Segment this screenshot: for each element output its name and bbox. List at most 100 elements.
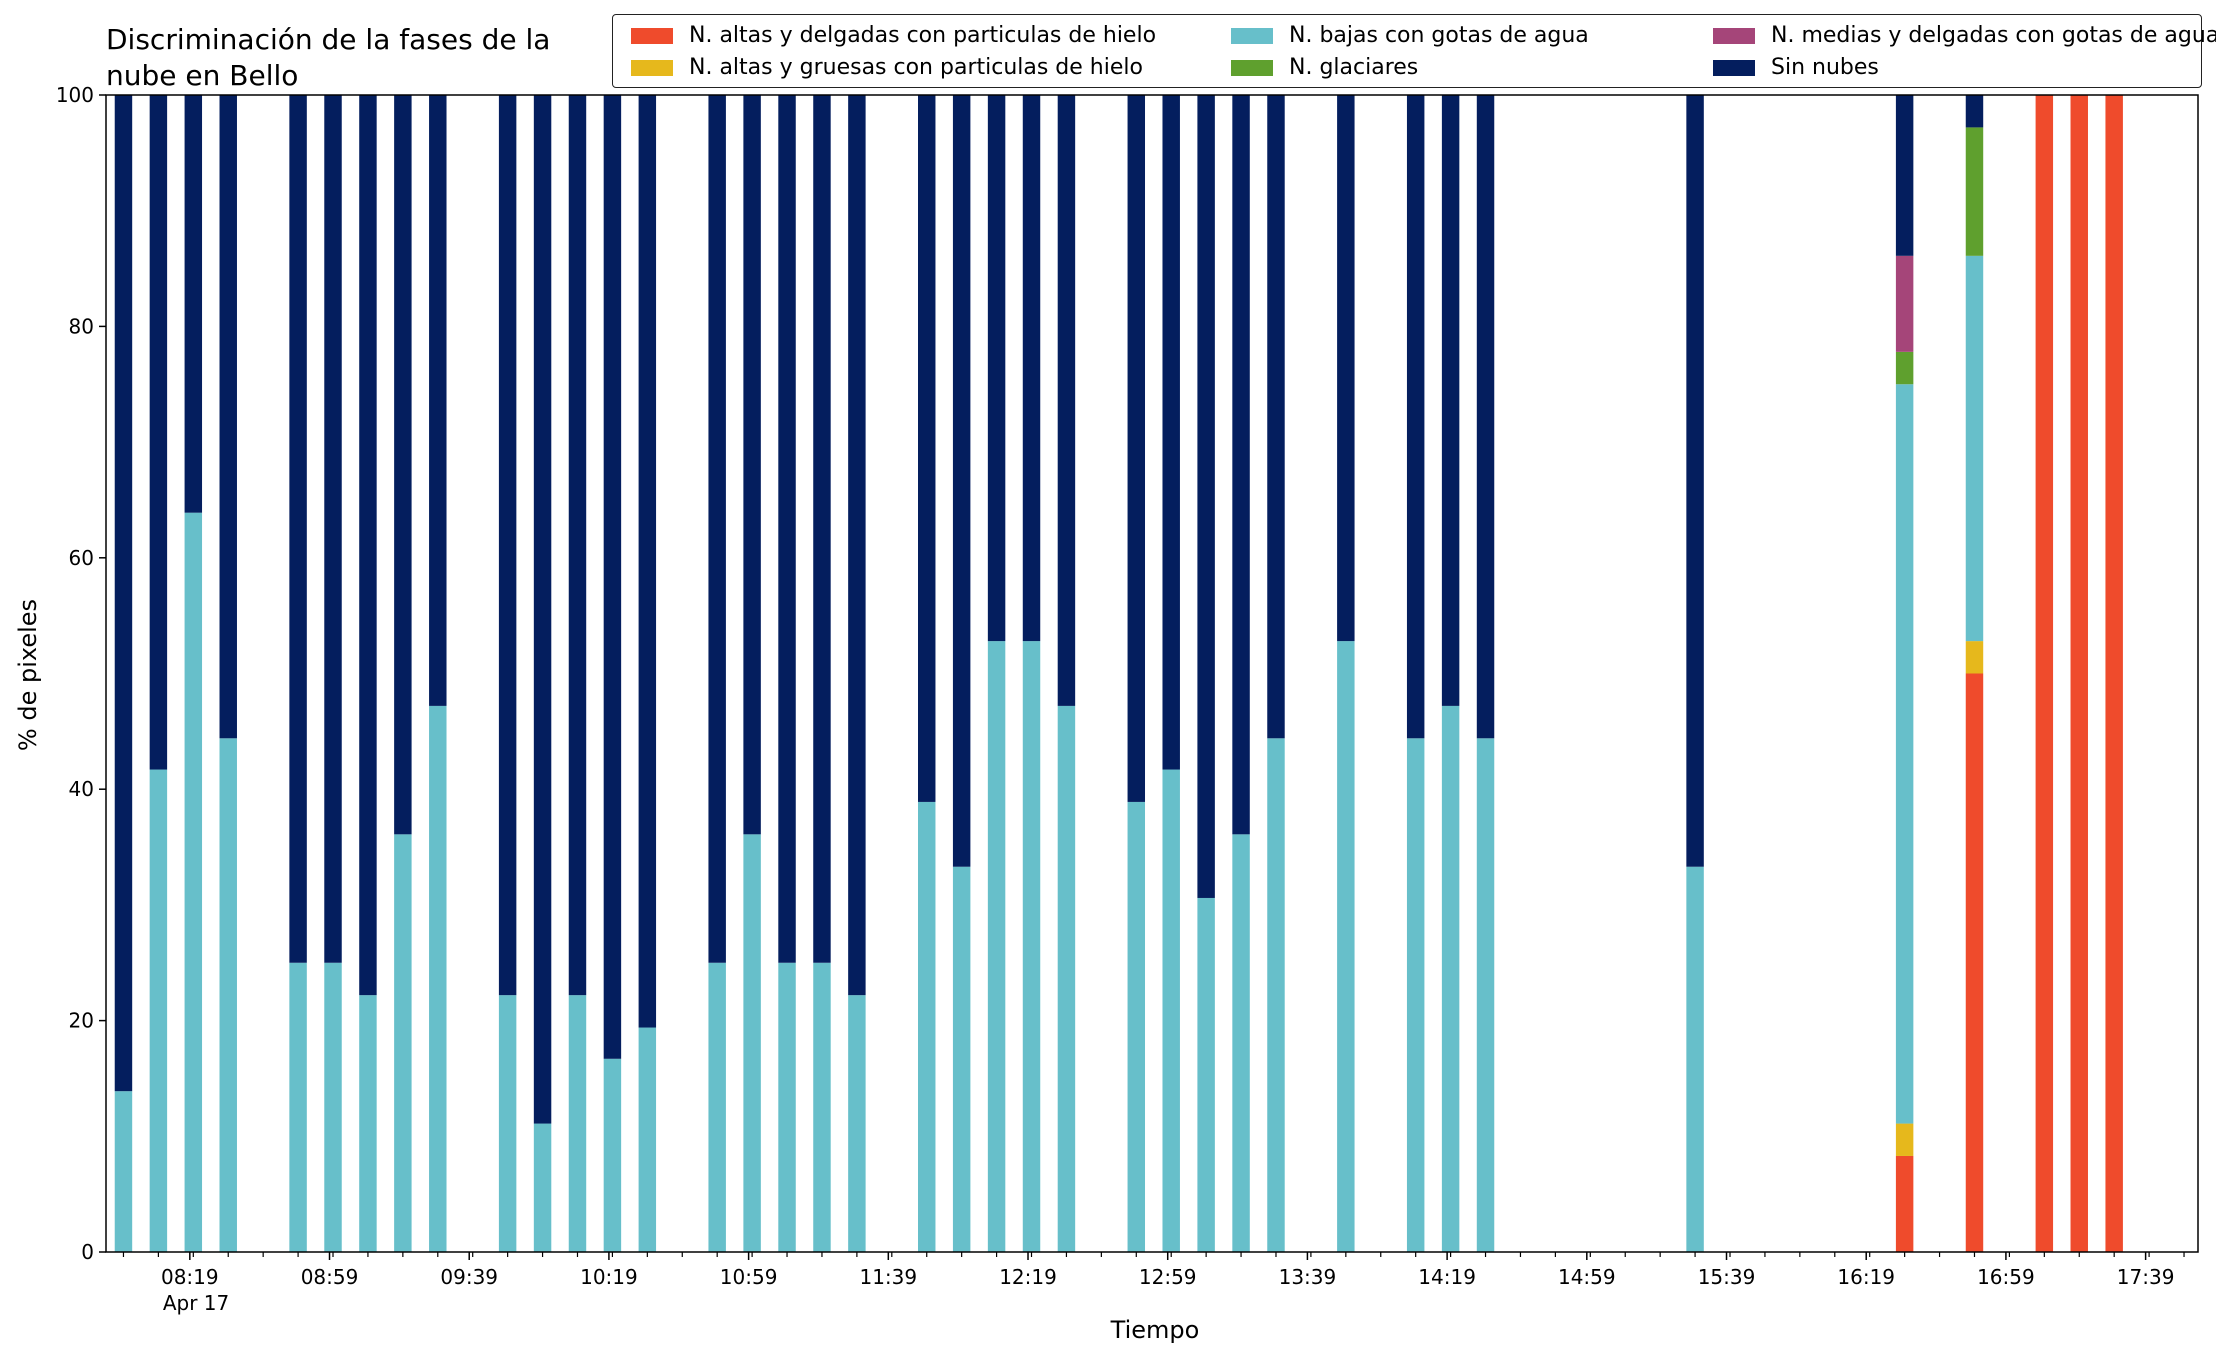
- bar-segment: [1267, 738, 1285, 1252]
- legend-label: N. altas y gruesas con particulas de hie…: [689, 55, 1143, 80]
- bar-segment: [1686, 866, 1704, 1252]
- bar-stack: [952, 95, 971, 1252]
- x-tick-label: 12:19: [999, 1265, 1057, 1289]
- bar-segment: [848, 995, 866, 1252]
- bar-segment: [184, 95, 203, 513]
- bar-segment: [1441, 95, 1460, 706]
- bar-segment: [813, 95, 831, 963]
- bar-segment: [219, 738, 237, 1252]
- legend-swatch: [631, 60, 673, 76]
- bar-stack: [1686, 95, 1704, 1252]
- bar-segment: [359, 995, 377, 1252]
- bar-segment: [638, 95, 657, 1028]
- bar-segment: [1895, 351, 1914, 385]
- legend-swatch: [1231, 28, 1273, 44]
- y-axis: 0 20 40 60 80 100: [56, 83, 106, 1264]
- bar-stack: [394, 95, 412, 1252]
- x-tick-label: 15:39: [1698, 1265, 1756, 1289]
- bar-segment: [1232, 834, 1250, 1252]
- bar-segment: [1337, 95, 1355, 642]
- bar-segment: [987, 95, 1006, 642]
- bar-segment: [1127, 801, 1146, 1252]
- bar-stack: [1476, 95, 1495, 1252]
- bar-segment: [1406, 738, 1425, 1252]
- bar-stack: [2035, 95, 2054, 1252]
- bar-stack: [1267, 95, 1285, 1252]
- bar-stack: [184, 95, 203, 1252]
- bar-segment: [987, 641, 1006, 1252]
- bar-segment: [743, 834, 761, 1252]
- bar-segment: [918, 801, 936, 1252]
- bar-stack: [1406, 95, 1425, 1252]
- bar-stack: [1022, 95, 1041, 1252]
- bar-stack: [848, 95, 866, 1252]
- x-tick-label: 13:39: [1279, 1265, 1337, 1289]
- bar-segment: [394, 834, 412, 1252]
- x-tick-label: 10:59: [720, 1265, 778, 1289]
- bar-segment: [324, 962, 342, 1252]
- x-tick-label: 16:19: [1837, 1265, 1895, 1289]
- bar-segment: [429, 95, 447, 706]
- bar-stack: [1441, 95, 1460, 1252]
- bar-segment: [498, 995, 517, 1252]
- plot-frame: [105, 94, 2199, 1253]
- x-tick-label: 11:39: [859, 1265, 917, 1289]
- bar-segment: [1022, 641, 1041, 1252]
- bar-segment: [1022, 95, 1041, 642]
- bar-segment: [1197, 95, 1215, 898]
- bar-segment: [1476, 738, 1495, 1252]
- bar-stack: [219, 95, 237, 1252]
- bar-stack: [987, 95, 1006, 1252]
- bar-segment: [149, 95, 168, 770]
- bar-stack: [743, 95, 761, 1252]
- x-tick-sublabel: Apr 17: [163, 1291, 229, 1315]
- bar-segment: [1965, 95, 1984, 128]
- chart-title: Discriminación de la fases de la nube en…: [106, 22, 550, 94]
- bar-stack: [813, 95, 831, 1252]
- bar-stack: [2070, 95, 2088, 1252]
- x-tick-label: 17:39: [2117, 1265, 2175, 1289]
- bar-segment: [184, 512, 203, 1252]
- legend-swatch: [1713, 28, 1755, 44]
- bar-segment: [2035, 95, 2054, 1252]
- bar-segment: [848, 95, 866, 996]
- bar-segment: [778, 962, 796, 1252]
- bars-layer: [114, 95, 2123, 1252]
- bar-stack: [1162, 95, 1180, 1252]
- bar-segment: [778, 95, 796, 963]
- bar-segment: [743, 95, 761, 835]
- bar-segment: [359, 95, 377, 996]
- bar-segment: [603, 1058, 622, 1252]
- bar-segment: [1895, 1155, 1914, 1252]
- x-tick-label: 16:59: [1977, 1265, 2035, 1289]
- bar-stack: [498, 95, 517, 1252]
- bar-segment: [603, 95, 622, 1059]
- bar-stack: [429, 95, 447, 1252]
- bar-stack: [289, 95, 307, 1252]
- bar-segment: [708, 95, 726, 963]
- bar-segment: [498, 95, 517, 996]
- bar-stack: [603, 95, 622, 1252]
- legend-swatch: [1713, 60, 1755, 76]
- bar-segment: [952, 866, 971, 1252]
- bar-segment: [1895, 255, 1914, 352]
- bar-segment: [708, 962, 726, 1252]
- x-tick-label: 14:59: [1558, 1265, 1616, 1289]
- legend-label: N. glaciares: [1289, 55, 1419, 80]
- y-axis-label: % de pixeles: [14, 598, 42, 752]
- bar-segment: [1965, 641, 1984, 674]
- bar-stack: [359, 95, 377, 1252]
- y-tick-label: 40: [69, 777, 94, 801]
- bar-segment: [1057, 705, 1076, 1252]
- bar-segment: [2105, 95, 2123, 1252]
- bar-stack: [1895, 95, 1914, 1252]
- bar-segment: [1406, 95, 1425, 739]
- y-tick-label: 60: [69, 546, 94, 570]
- bar-segment: [149, 769, 168, 1252]
- bar-segment: [813, 962, 831, 1252]
- bar-segment: [568, 95, 587, 996]
- x-tick-label: 08:59: [301, 1265, 359, 1289]
- bar-segment: [1057, 95, 1076, 706]
- bar-segment: [1337, 641, 1355, 1252]
